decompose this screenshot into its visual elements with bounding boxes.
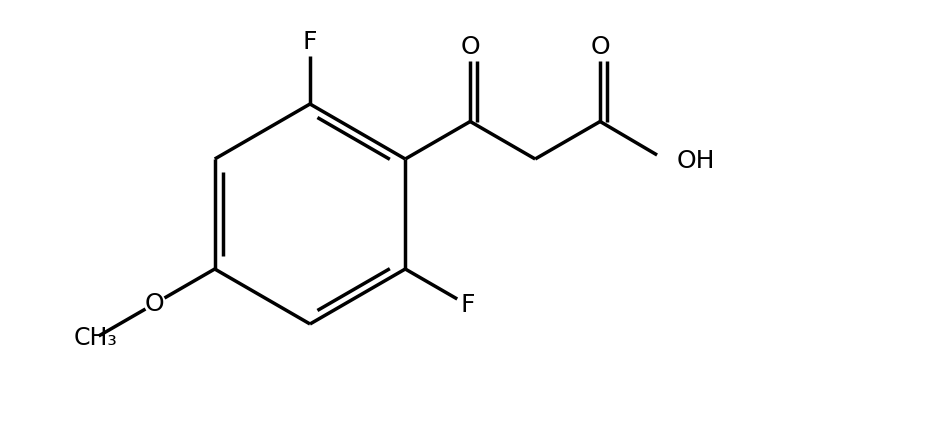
- Text: O: O: [460, 35, 480, 59]
- Text: O: O: [591, 35, 610, 59]
- Text: O: O: [144, 292, 164, 316]
- Text: CH₃: CH₃: [73, 326, 117, 350]
- Text: OH: OH: [677, 149, 715, 173]
- Text: F: F: [303, 30, 317, 54]
- Text: F: F: [460, 293, 475, 317]
